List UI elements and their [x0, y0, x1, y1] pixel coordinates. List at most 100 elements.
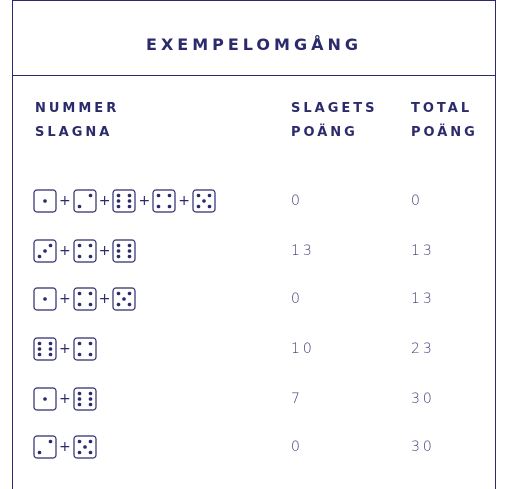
plus: + — [59, 193, 71, 209]
die — [73, 337, 97, 361]
pip — [77, 302, 82, 307]
die-face — [33, 435, 57, 459]
die — [112, 189, 137, 213]
plus: + — [178, 193, 190, 209]
pip — [77, 439, 82, 444]
pip — [37, 254, 42, 259]
score: 0 — [291, 193, 303, 209]
die — [112, 287, 137, 311]
pip — [202, 199, 206, 203]
die-face — [73, 337, 97, 361]
pip — [117, 193, 121, 198]
die — [33, 287, 57, 311]
pip — [48, 439, 53, 444]
dice-group: + + — [33, 236, 137, 266]
die-face — [73, 239, 97, 263]
pip — [207, 193, 212, 198]
pip — [43, 297, 47, 301]
die-face — [73, 387, 97, 411]
row: +7 30 — [13, 384, 495, 414]
dice-group: + — [33, 432, 97, 462]
total: 23 — [411, 341, 435, 357]
score: 10 — [291, 341, 315, 357]
die — [33, 337, 57, 361]
pip — [128, 193, 132, 198]
pip — [37, 352, 42, 357]
pip — [128, 199, 132, 203]
dice-group: + — [33, 334, 97, 364]
pip — [77, 402, 82, 407]
pip — [196, 204, 201, 209]
die — [33, 387, 57, 411]
pip — [88, 193, 93, 198]
pip — [77, 243, 82, 248]
pip — [117, 291, 121, 296]
die-face — [33, 337, 57, 361]
plus: + — [98, 243, 111, 259]
score: 7 — [291, 391, 303, 407]
pip — [128, 291, 132, 296]
pip — [77, 341, 82, 346]
die — [73, 387, 97, 411]
pip — [207, 204, 212, 209]
pip — [128, 254, 132, 259]
die — [33, 435, 57, 459]
pip — [77, 254, 82, 259]
row: +10 23 — [13, 334, 495, 364]
pip — [88, 439, 93, 444]
pip — [43, 199, 47, 203]
row: +0 30 — [13, 432, 495, 462]
die-face — [112, 239, 137, 263]
row: + + + +0 0 — [13, 186, 495, 216]
pip — [88, 397, 93, 401]
dice-group: + + — [33, 284, 137, 314]
die-face — [112, 189, 137, 213]
pip — [167, 204, 172, 209]
total: 13 — [411, 291, 435, 307]
pip — [48, 243, 53, 248]
score: 0 — [291, 291, 303, 307]
total: 0 — [411, 193, 423, 209]
example-card: EXEMPELOMGÅNG NUMMER SLAGNA SLAGETS POÄN… — [12, 0, 496, 489]
plus: + — [59, 291, 71, 307]
plus: + — [59, 439, 71, 455]
pip — [117, 249, 121, 253]
header-total: TOTAL POÄNG — [411, 101, 478, 140]
pip — [77, 291, 82, 296]
plus: + — [98, 291, 111, 307]
pip — [77, 352, 82, 357]
plus: + — [98, 193, 111, 209]
pip — [37, 341, 42, 346]
pip — [82, 445, 87, 449]
dice-group: + — [33, 384, 97, 414]
pip — [117, 302, 121, 307]
die — [73, 287, 97, 311]
pip — [88, 254, 93, 259]
pip — [128, 243, 132, 248]
pip — [122, 297, 127, 301]
plus: + — [59, 341, 71, 357]
pip — [117, 254, 121, 259]
pip — [117, 204, 121, 209]
die-face — [152, 189, 176, 213]
pip — [37, 450, 42, 455]
total: 13 — [411, 243, 435, 259]
plus: + — [59, 243, 71, 259]
pip — [43, 249, 47, 253]
pip — [128, 249, 132, 253]
dice-group: + + + + — [33, 186, 216, 216]
header-dice: NUMMER SLAGNA — [35, 101, 120, 140]
row: + +0 13 — [13, 284, 495, 314]
die — [73, 189, 97, 213]
pip — [48, 341, 53, 346]
score: 0 — [291, 439, 303, 455]
pip — [88, 352, 93, 357]
title: EXEMPELOMGÅNG — [13, 1, 495, 76]
die — [33, 239, 57, 263]
plus: + — [59, 391, 71, 407]
total: 30 — [411, 391, 435, 407]
die — [192, 189, 216, 213]
pip — [88, 341, 93, 346]
pip — [77, 391, 82, 396]
die-face — [73, 189, 97, 213]
